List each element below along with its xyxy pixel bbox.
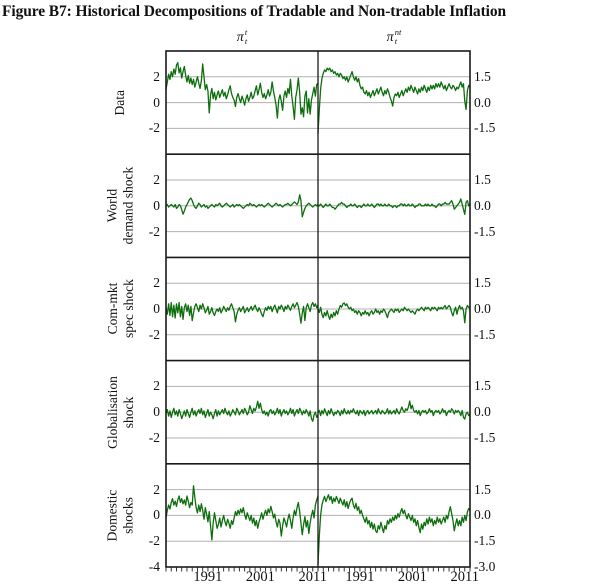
row-label-line: Data bbox=[112, 89, 128, 116]
y-axis-tick-left: -2 bbox=[148, 326, 160, 342]
row-label-line: shock bbox=[120, 396, 135, 428]
y-axis-tick-right: 1.5 bbox=[474, 68, 491, 84]
row-label-domestic-shocks: Domestic shocks bbox=[86, 464, 154, 567]
pi-sup-sub: nt t bbox=[395, 28, 402, 45]
row-label-world-demand-shock: World demand shock bbox=[86, 154, 154, 257]
pi-superscript: t bbox=[244, 27, 248, 37]
row-label-globalisation-shock: Globalisation shock bbox=[86, 361, 154, 464]
y-axis-tick-left: 0 bbox=[153, 94, 160, 110]
y-axis-tick-left: -2 bbox=[148, 120, 160, 136]
y-axis-tick-right: -1.5 bbox=[474, 533, 496, 549]
y-axis-tick-left: 0 bbox=[153, 301, 160, 316]
pi-symbol: π bbox=[236, 30, 244, 45]
line-globalisation-shock-nontradable bbox=[317, 400, 471, 420]
row-label-text: World demand shock bbox=[104, 167, 135, 245]
x-axis-label-nontradable: 1991 bbox=[345, 569, 375, 585]
y-axis-tick-right: 0.0 bbox=[474, 197, 491, 213]
line-world-demand-shock-nontradable bbox=[317, 198, 471, 216]
row-label-line: Com-mkt bbox=[104, 283, 120, 335]
line-world-demand-shock-tradable bbox=[165, 194, 319, 218]
line-data-tradable bbox=[165, 61, 319, 121]
y-axis-tick-left: 0 bbox=[153, 197, 160, 213]
y-axis-tick-left: 2 bbox=[153, 481, 160, 497]
pi-superscript: nt bbox=[394, 27, 402, 37]
row-label-text: Data bbox=[112, 90, 128, 115]
y-axis-tick-left: -2 bbox=[148, 223, 160, 239]
row-label-line: shocks bbox=[120, 497, 135, 534]
y-axis-tick-right: 0.0 bbox=[474, 404, 491, 420]
y-axis-tick-right: 0.0 bbox=[474, 94, 491, 110]
line-domestic-shocks-tradable bbox=[165, 485, 319, 541]
y-axis-tick-left: 2 bbox=[153, 68, 160, 84]
y-axis-tick-left: -2 bbox=[148, 533, 160, 549]
y-axis-tick-left: 0 bbox=[153, 507, 160, 523]
y-axis-tick-right: -1.5 bbox=[474, 120, 496, 136]
row-label-line: World bbox=[104, 189, 120, 223]
row-label-com-mkt-spec-shock: Com-mkt spec shock bbox=[86, 257, 154, 360]
y-axis-tick-right: -1.5 bbox=[474, 326, 496, 342]
x-axis-label-nontradable: 2011 bbox=[450, 569, 479, 585]
y-axis-tick-right: 1.5 bbox=[474, 481, 491, 497]
row-label-line: Globalisation bbox=[104, 375, 120, 449]
pi-subscript: t bbox=[394, 35, 398, 46]
y-axis-tick-right: 1.5 bbox=[474, 378, 491, 394]
y-axis-tick-left: 2 bbox=[153, 172, 160, 187]
y-axis-tick-right: 1.5 bbox=[474, 172, 491, 187]
row-label-line: spec shock bbox=[119, 279, 135, 339]
row-label-line: demand shock bbox=[120, 166, 136, 245]
line-com-mkt-spec-shock-nontradable bbox=[317, 302, 471, 324]
column-header-nontradable: π nt t bbox=[318, 28, 470, 50]
x-axis-label-tradable: 2011 bbox=[298, 569, 327, 585]
x-axis-label-tradable: 1991 bbox=[193, 569, 223, 585]
y-axis-tick-right: -1.5 bbox=[474, 223, 496, 239]
y-axis-tick-left: 2 bbox=[153, 378, 160, 394]
x-axis-label-nontradable: 2001 bbox=[397, 569, 427, 585]
y-axis-tick-right-bottom: -3.0 bbox=[474, 559, 496, 574]
row-label-text: Domestic shocks bbox=[104, 490, 135, 542]
row-label-text: Com-mkt spec shock bbox=[104, 280, 135, 339]
line-globalisation-shock-tradable bbox=[165, 400, 319, 422]
line-domestic-shocks-nontradable bbox=[317, 494, 471, 566]
x-axis-label-tradable: 2001 bbox=[245, 569, 275, 585]
y-axis-tick-right: -1.5 bbox=[474, 430, 496, 445]
row-label-text: Globalisation shock bbox=[104, 376, 135, 449]
y-axis-tick-left-bottom: -4 bbox=[148, 559, 160, 574]
figure-title: Figure B7: Historical Decompositions of … bbox=[2, 3, 507, 20]
line-data-nontradable bbox=[317, 67, 471, 135]
y-axis-tick-right: 0.0 bbox=[474, 507, 491, 523]
row-label-line: Domestic bbox=[104, 489, 120, 542]
y-axis-tick-left: 2 bbox=[153, 275, 160, 291]
y-axis-tick-right: 0.0 bbox=[474, 301, 491, 316]
line-com-mkt-spec-shock-tradable bbox=[165, 301, 319, 324]
row-label-data: Data bbox=[86, 51, 154, 154]
y-axis-tick-left: -2 bbox=[148, 430, 160, 445]
y-axis-tick-right: 1.5 bbox=[474, 275, 491, 291]
pi-symbol: π bbox=[386, 30, 394, 45]
pi-subscript: t bbox=[244, 35, 248, 46]
y-axis-tick-left: 0 bbox=[153, 404, 160, 420]
